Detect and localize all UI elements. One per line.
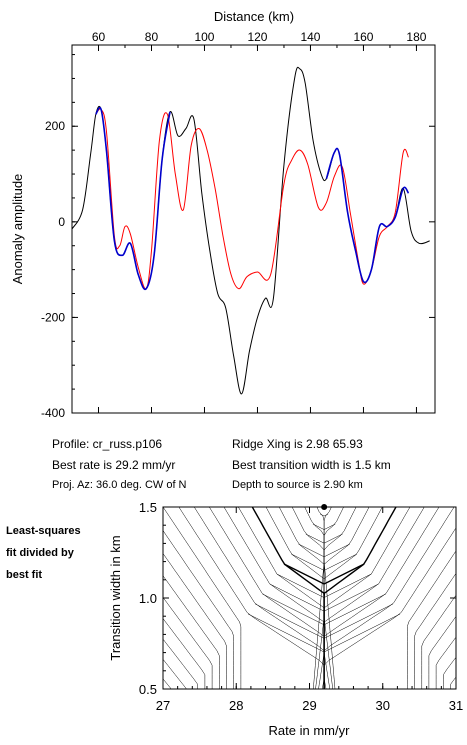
misfit-x-tick-label-1: 28 <box>229 698 243 713</box>
misfit-contour-R-12 <box>407 550 456 689</box>
misfit-contour-vertex-6 <box>283 563 365 585</box>
anomaly-y-tick-label-1: -200 <box>41 310 65 324</box>
misfit-contour-vertex-10 <box>255 603 394 639</box>
depth-text: Depth to source is 2.90 km <box>232 479 363 491</box>
misfit-contour-L-3 <box>291 507 325 689</box>
ridge-xing-text: Ridge Xing is 2.98 65.93 <box>232 437 363 451</box>
misfit-plot-frame <box>162 506 457 690</box>
anomaly-chart: Distance (km) Anomaly amplitude 60 80 100 1… <box>10 9 436 420</box>
misfit-contour-vertex-4 <box>298 543 350 558</box>
misfit-x-tick-label-2: 29 <box>302 698 316 713</box>
anomaly-x-tick-label-3: 120 <box>247 30 267 44</box>
anomaly-x-tick-label-4: 140 <box>300 30 320 44</box>
anomaly-ticks: 60 80 100 120 140 160 180 -400 -200 0 200 <box>41 30 435 420</box>
misfit-contour-vertex-5 <box>291 553 358 571</box>
misfit-y-axis-label: Transition width in km <box>108 535 123 660</box>
misfit-contour-L-7 <box>238 507 325 689</box>
misfit-contour-R-11 <box>323 527 456 689</box>
misfit-contour-R-8 <box>323 507 425 689</box>
misfit-contour-R-13 <box>414 572 456 689</box>
anomaly-y-tick-label-3: 200 <box>45 119 65 133</box>
anomaly-x-tick-label-0: 60 <box>92 30 106 44</box>
misfit-contour-vertex-2 <box>312 523 336 530</box>
misfit-description-line-3: best fit <box>6 569 43 581</box>
misfit-contour-L-8 <box>223 507 325 689</box>
misfit-contour-R-14 <box>421 594 456 689</box>
misfit-contour-R-16 <box>435 636 456 689</box>
anomaly-x-tick-label-1: 80 <box>145 30 159 44</box>
proj-az-text: Proj. Az: 36.0 deg. CW of N <box>52 479 187 491</box>
misfit-description: Least-squares fit divided by best fit <box>6 520 106 586</box>
misfit-contour-R-1 <box>323 507 336 689</box>
anomaly-series-line-3 <box>325 147 410 284</box>
misfit-contour-vertex-7 <box>276 573 372 598</box>
misfit-contour-R-10 <box>323 507 455 689</box>
anomaly-x-tick-label-2: 100 <box>194 30 214 44</box>
misfit-contour-vertex-9 <box>262 593 386 626</box>
misfit-contour-vertex-3 <box>305 533 343 544</box>
misfit-y-tick-label-2: 1.5 <box>139 500 157 515</box>
best-rate-text: Best rate is 29.2 mm/yr <box>52 458 176 472</box>
best-fit-point <box>321 504 328 510</box>
misfit-description-line-2: fit divided by <box>6 547 74 559</box>
misfit-y-tick-label-1: 1.0 <box>139 591 157 606</box>
anomaly-series-line-0 <box>72 66 430 395</box>
misfit-contour-L-19 <box>163 658 187 689</box>
anomaly-x-tick-label-6: 180 <box>406 30 426 44</box>
misfit-chart: Rate in mm/yr Transition width in km 27 2… <box>0 500 467 738</box>
misfit-x-tick-label-3: 30 <box>376 698 390 713</box>
misfit-contour-vertex-11 <box>247 613 401 653</box>
misfit-description-line-1: Least-squares <box>6 525 81 537</box>
misfit-contour-L-5 <box>265 507 325 689</box>
misfit-ticks: 27 28 29 30 31 0.5 1.0 1.5 <box>139 500 463 713</box>
anomaly-plot-frame <box>71 44 436 414</box>
anomaly-series <box>72 66 430 395</box>
misfit-x-tick-label-4: 31 <box>449 698 463 713</box>
anomaly-x-tick-label-5: 160 <box>353 30 373 44</box>
misfit-contour-R-3 <box>323 507 357 689</box>
misfit-contour-L-18 <box>163 638 198 689</box>
misfit-contour-vertex-8 <box>269 583 379 612</box>
misfit-contour-R-19 <box>458 502 467 694</box>
anomaly-y-tick-label-0: -400 <box>41 406 65 420</box>
misfit-contour-R-15 <box>428 615 456 689</box>
misfit-contour-L-17 <box>163 618 206 689</box>
best-width-text: Best transition width is 1.5 km <box>232 458 391 472</box>
misfit-contour-L-14 <box>163 553 227 689</box>
misfit-contour-L-30 <box>0 502 2 694</box>
profile-text: Profile: cr_russ.p106 <box>52 437 163 451</box>
misfit-contour-R-7 <box>323 507 411 689</box>
misfit-contour-R-6 <box>323 507 397 689</box>
anomaly-x-axis-label: Distance (km) <box>214 9 294 24</box>
misfit-contour-L-6 <box>251 507 325 689</box>
misfit-x-axis-label: Rate in mm/yr <box>269 723 351 738</box>
misfit-contour-L-13 <box>163 530 234 689</box>
misfit-contour-L-15 <box>163 575 220 689</box>
misfit-y-tick-label-0: 0.5 <box>139 682 157 697</box>
anomaly-y-axis-label: Anomaly amplitude <box>10 174 25 285</box>
misfit-contour-R-4 <box>323 507 370 689</box>
misfit-contour-vertex-1 <box>319 513 329 517</box>
misfit-contour-R-17 <box>443 656 456 689</box>
anomaly-series-line-1 <box>95 108 409 290</box>
anomaly-series-line-2 <box>95 106 171 291</box>
misfit-contour-L-4 <box>278 507 325 689</box>
misfit-contour-L-12 <box>163 507 242 689</box>
anomaly-y-tick-label-2: 0 <box>58 215 65 229</box>
misfit-contour-L-11 <box>178 507 325 689</box>
misfit-x-tick-label-0: 27 <box>156 698 170 713</box>
